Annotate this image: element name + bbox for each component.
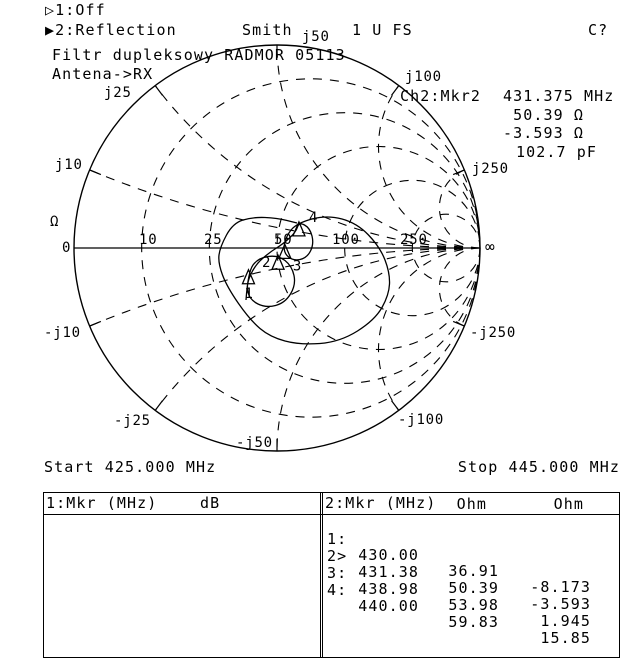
- marker-reactance: -3.593: [530, 595, 591, 613]
- marker-4-triangle: [291, 220, 306, 237]
- edge-ticks: [89, 45, 465, 451]
- marker-reactance: 15.85: [540, 629, 591, 647]
- note-title: Filtr dupleksowy RADMOR 05113: [52, 46, 346, 64]
- x-label-j250: j250: [472, 161, 509, 177]
- marker-3-triangle: [277, 242, 292, 259]
- x-label-j100: j100: [405, 69, 442, 85]
- x-label-j50: j50: [302, 29, 330, 45]
- x-label-neg-j10: -j10: [44, 325, 81, 341]
- x-label-neg-j100: -j100: [398, 412, 445, 428]
- r-label-0: 0: [62, 240, 72, 256]
- x-label-neg-j50: -j50: [236, 435, 273, 451]
- marker-freq: 440.00: [358, 597, 419, 615]
- reactance-arc-neg-250: [438, 247, 481, 327]
- markers: 12 3 4: [241, 210, 319, 302]
- table2-header-col2: Ohm: [553, 495, 584, 513]
- marker-freq: 431.38: [358, 563, 419, 581]
- marker-reactance: 1.945: [540, 612, 591, 630]
- marker-2-triangle: [271, 253, 286, 270]
- reactance-arc-25: [154, 85, 481, 249]
- edge-tick: [391, 400, 400, 411]
- marker-id: 3:: [327, 564, 348, 582]
- x-label-neg-j25: -j25: [114, 413, 151, 429]
- reactance-arc-neg-25: [154, 247, 481, 411]
- edge-tick: [154, 85, 163, 96]
- edge-tick: [452, 169, 465, 176]
- r-label-250: 250: [400, 232, 428, 248]
- start-frequency: Start 425.000 MHz: [44, 458, 217, 476]
- scale-label: 1 U FS: [352, 21, 413, 39]
- marker-2-label: 2: [262, 255, 272, 271]
- x-label-j25: j25: [104, 85, 132, 101]
- marker-id: 1:: [327, 530, 348, 548]
- readout-frequency: 431.375 MHz: [503, 87, 615, 105]
- table-row[interactable]: 4: 440.00 59.83 15.85: [327, 566, 619, 646]
- marker-resistance: 53.98: [448, 596, 499, 614]
- marker-table-channel1: 1:Mkr (MHz) dB: [43, 492, 323, 658]
- reactance-arc-100: [377, 85, 481, 249]
- readout-marker: Ch2:Mkr2: [400, 87, 482, 105]
- marker-resistance: 36.91: [448, 562, 499, 580]
- reactance-arc-neg-100: [377, 247, 481, 411]
- marker-freq: 430.00: [358, 546, 419, 564]
- table2-header-marker: 2:Mkr (MHz): [325, 494, 437, 512]
- table-row[interactable]: 2> 431.38 50.39 -3.593: [327, 532, 619, 612]
- table2-header: 2:Mkr (MHz) Ohm Ohm: [321, 493, 619, 515]
- marker-resistance: 59.83: [448, 613, 499, 631]
- marker-id: 4:: [327, 581, 348, 599]
- table1-header-marker: 1:Mkr (MHz): [46, 494, 158, 512]
- table-row[interactable]: 1: 430.00 36.91 -8.173: [327, 515, 619, 595]
- table-row[interactable]: 3: 438.98 53.98 1.945: [327, 549, 619, 629]
- marker-1-triangle: [241, 268, 256, 285]
- edge-tick: [89, 320, 102, 327]
- marker-1-label: 1: [244, 286, 254, 302]
- r-label-50: 50: [274, 232, 293, 248]
- trace: [218, 216, 391, 345]
- channel1-status[interactable]: ▷1:Off: [45, 1, 106, 19]
- x-label-j10: j10: [55, 157, 83, 173]
- stop-frequency: Stop 445.000 MHz: [457, 458, 620, 476]
- r-label-25: 25: [204, 232, 223, 248]
- table1-header: 1:Mkr (MHz) dB: [44, 493, 322, 515]
- reactance-arc-neg-50: [276, 247, 481, 452]
- marker-resistance: 50.39: [448, 579, 499, 597]
- marker-4-label: 4: [309, 210, 319, 226]
- readout-equivalent: 102.7 pF: [515, 143, 597, 161]
- edge-tick: [452, 320, 465, 327]
- x-label-neg-j250: -j250: [470, 325, 517, 341]
- channel2-status[interactable]: ▶2:Reflection: [45, 21, 177, 39]
- edge-tick: [89, 169, 102, 176]
- table1-header-unit: dB: [200, 494, 221, 512]
- readout-reactance: -3.593 Ω: [502, 124, 584, 142]
- marker-reactance: -8.173: [530, 578, 591, 596]
- edge-tick: [154, 400, 163, 411]
- marker-id: 2>: [327, 547, 348, 565]
- format-label: Smith: [242, 21, 293, 39]
- r-label-100: 100: [332, 232, 360, 248]
- table2-header-col1: Ohm: [456, 495, 487, 513]
- cal-status: C?: [588, 21, 609, 39]
- marker-table-channel2: 2:Mkr (MHz) Ohm Ohm 1: 430.00 36.91 -8.1…: [320, 492, 620, 658]
- smith-chart: 12 3 4: [73, 44, 481, 452]
- r-label-10: 10: [139, 232, 158, 248]
- edge-tick: [391, 85, 400, 96]
- r-label-infinity: ∞: [485, 237, 496, 256]
- unit-label: Ω: [50, 214, 60, 230]
- note-subtitle: Antena->RX: [52, 65, 154, 83]
- reactance-arc-50: [276, 44, 481, 249]
- marker-freq: 438.98: [358, 580, 419, 598]
- reactance-arc-250: [438, 169, 481, 249]
- marker-3-label: 3: [293, 258, 303, 274]
- readout-resistance: 50.39 Ω: [513, 106, 584, 124]
